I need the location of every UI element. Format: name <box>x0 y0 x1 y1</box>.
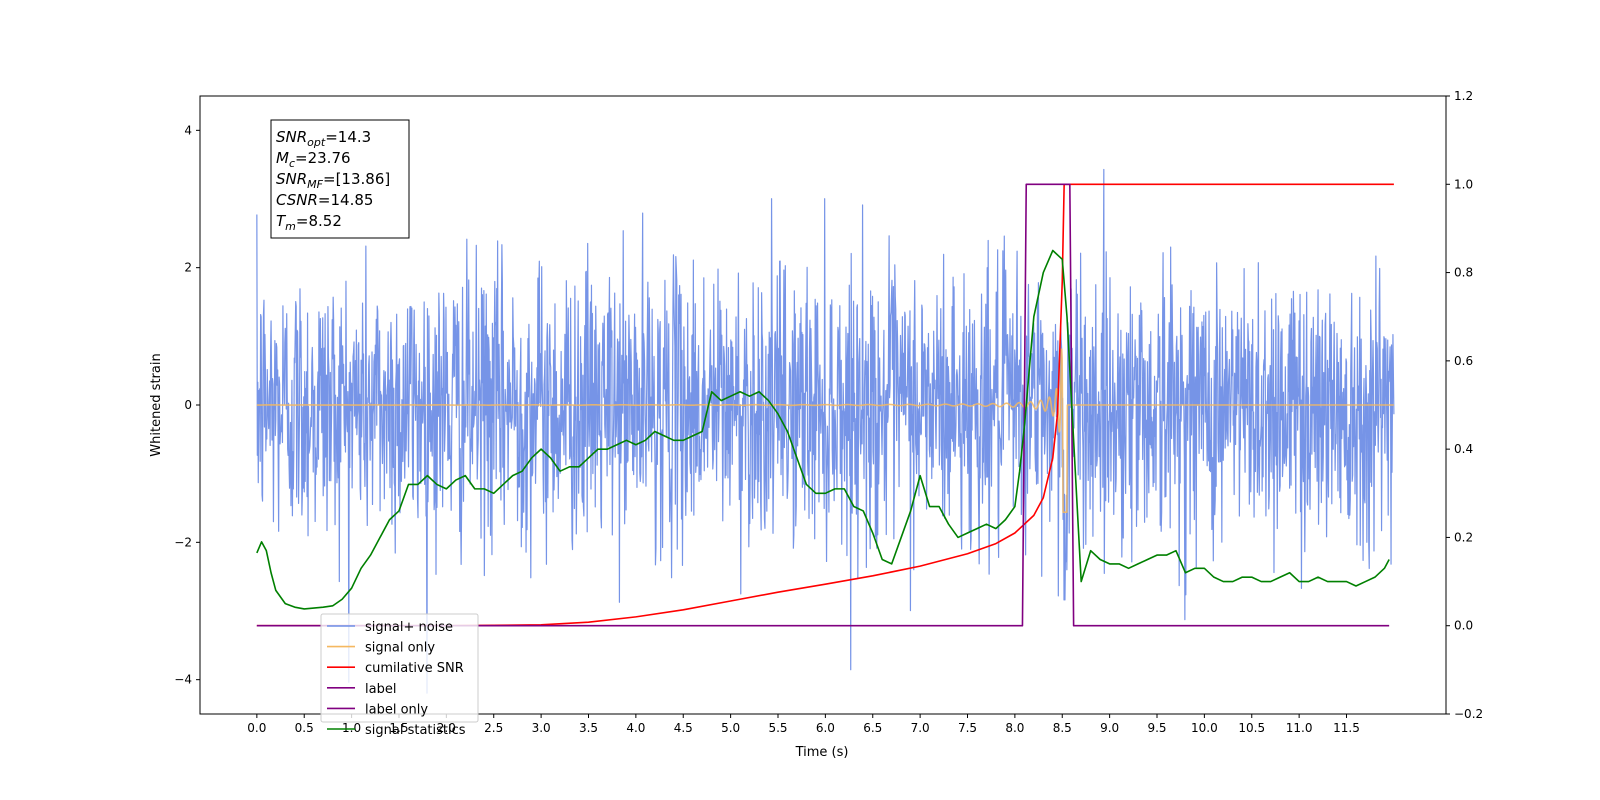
x-tick-label-18: 9.0 <box>1100 721 1119 735</box>
y-tick-label-4: −4 <box>174 673 192 687</box>
x-tick-label-3: 1.5 <box>389 721 408 735</box>
legend-frame <box>320 613 479 723</box>
annotation-frame <box>270 119 410 239</box>
x-tick-label-1: 0.5 <box>295 721 314 735</box>
annotation-line-3: CSNR=14.85 <box>276 191 373 209</box>
x-tick-label-11: 5.5 <box>768 721 787 735</box>
y-tick-label-1: 2 <box>184 261 192 275</box>
legend-label-3: label <box>365 682 396 697</box>
annotation-box: SNRopt=14.3Mc=23.76SNRMF=[13.86]CSNR=14.… <box>270 119 410 239</box>
legend-label-4: label only <box>365 702 428 717</box>
x-tick-label-16: 8.0 <box>1005 721 1024 735</box>
y-axis-label: Whitened strain <box>149 353 164 456</box>
x-tick-label-23: 11.5 <box>1333 721 1360 735</box>
x-tick-label-15: 7.5 <box>958 721 977 735</box>
y-tick-label-3: −2 <box>174 535 192 549</box>
series-line-cumilative-snr <box>256 183 1394 627</box>
y2-tick-label-7: −0.2 <box>1454 707 1483 721</box>
legend-label-2: cumilative SNR <box>365 661 464 676</box>
x-tick-label-6: 3.0 <box>532 721 551 735</box>
y2-tick-label-0: 1.2 <box>1454 89 1473 103</box>
series-line-signal-statistics <box>256 249 1390 610</box>
legend-label-5: signal statistics <box>365 723 466 738</box>
annotation-line-1: Mc=23.76 <box>276 149 351 170</box>
series-line-signal-noise <box>256 168 1395 694</box>
series-line-signal-only <box>256 348 1395 513</box>
y2-tick-label-4: 0.4 <box>1454 442 1473 456</box>
x-tick-label-19: 9.5 <box>1147 721 1166 735</box>
x-tick-label-7: 3.5 <box>579 721 598 735</box>
y2-tick-label-6: 0.0 <box>1454 619 1473 633</box>
x-tick-label-14: 7.0 <box>911 721 930 735</box>
y2-tick-label-3: 0.6 <box>1454 354 1473 368</box>
x-tick-label-0: 0.0 <box>247 721 266 735</box>
x-axis-label: Time (s) <box>795 745 849 760</box>
x-tick-label-10: 5.0 <box>721 721 740 735</box>
annotation-line-2: SNRMF=[13.86] <box>276 170 390 191</box>
annotation-line-0: SNRopt=14.3 <box>276 128 371 149</box>
x-tick-label-5: 2.5 <box>484 721 503 735</box>
x-tick-label-12: 6.0 <box>816 721 835 735</box>
x-tick-label-20: 10.0 <box>1191 721 1218 735</box>
series-line-label <box>256 183 1390 627</box>
y2-tick-label-2: 0.8 <box>1454 266 1473 280</box>
x-tick-label-13: 6.5 <box>863 721 882 735</box>
x-tick-label-21: 10.5 <box>1238 721 1265 735</box>
y2-tick-label-1: 1.0 <box>1454 177 1473 191</box>
x-tick-label-9: 4.5 <box>674 721 693 735</box>
legend-label-1: signal only <box>365 641 435 656</box>
y2-tick-label-5: 0.2 <box>1454 530 1473 544</box>
x-tick-label-22: 11.0 <box>1286 721 1313 735</box>
x-tick-label-17: 8.5 <box>1053 721 1072 735</box>
legend-label-0: signal+ noise <box>365 620 453 635</box>
x-tick-label-4: 2.0 <box>437 721 456 735</box>
annotation-line-4: Tm=8.52 <box>276 212 342 233</box>
y-tick-label-2: 0 <box>184 398 192 412</box>
y-tick-label-0: 4 <box>184 123 192 137</box>
x-tick-label-8: 4.0 <box>626 721 645 735</box>
legend: signal+ noise signal only cumilative SNR la… <box>320 613 479 738</box>
x-tick-label-2: 1.0 <box>342 721 361 735</box>
